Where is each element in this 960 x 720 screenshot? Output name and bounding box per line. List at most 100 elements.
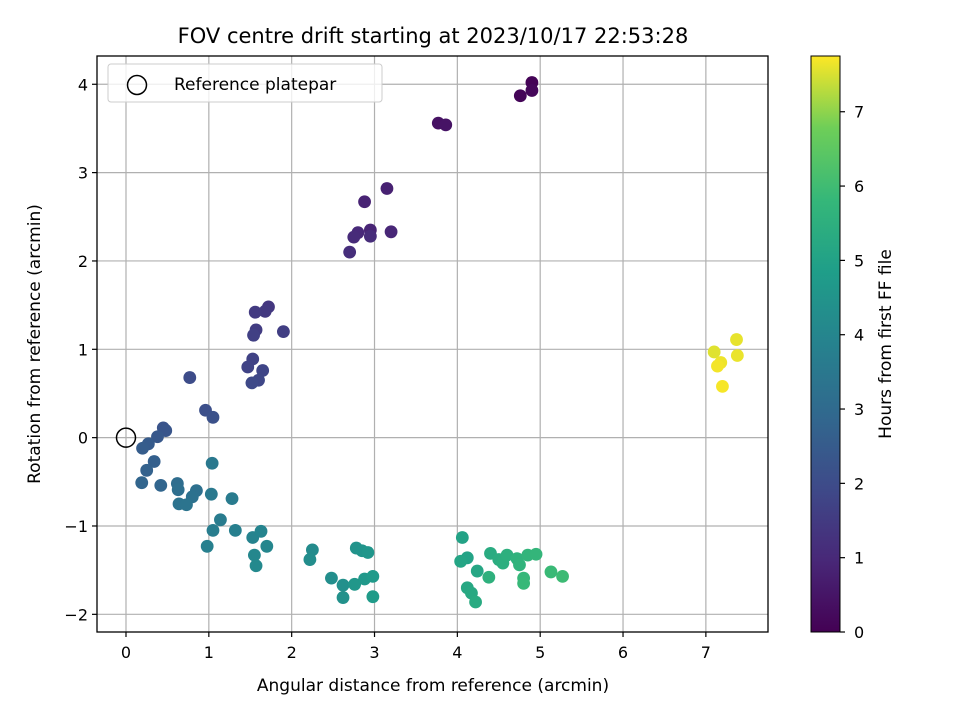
data-point [248,305,262,319]
data-point [716,380,729,393]
data-point [336,591,350,604]
data-point [384,225,398,239]
data-point [154,478,168,492]
data-point [711,359,724,373]
data-point [260,539,274,553]
data-point [361,546,375,559]
data-point [249,559,263,573]
y-tick-label: 2 [78,252,88,271]
data-point [247,548,261,562]
data-point [556,569,569,583]
data-point [147,455,161,468]
data-point [247,328,260,342]
data-point [500,548,514,562]
plot-points [135,76,744,609]
data-point [140,463,154,477]
x-tick-label: 6 [618,643,628,662]
data-point [343,245,357,259]
data-point [470,564,484,578]
colorbar-tick-label: 4 [854,326,864,345]
colorbar-tick-label: 5 [854,251,864,270]
data-point [256,364,270,377]
y-tick-label: −2 [64,605,88,624]
data-point [707,345,721,359]
colorbar-gradient [810,55,841,633]
data-point [254,524,268,538]
colorbar-tick-label: 3 [854,400,864,419]
data-point [245,376,259,390]
colorbar-tick-label: 1 [854,549,864,568]
data-point [454,554,468,568]
data-point [730,333,743,346]
data-point [204,487,218,501]
data-point [544,565,558,579]
data-point [206,524,220,537]
data-point [241,360,255,374]
colorbar-tick-label: 0 [854,623,864,642]
data-point [336,578,350,592]
y-tick-label: 3 [78,164,88,183]
data-point [183,371,197,384]
data-point [180,498,193,512]
data-point [348,577,362,591]
data-point [347,230,361,244]
data-point [200,539,214,553]
data-point [258,304,272,318]
y-tick-label: 1 [78,340,88,359]
data-point [225,492,239,506]
plot-frame [96,55,769,633]
data-point [513,89,527,103]
data-point [439,118,453,132]
legend-entry-reference-platepar: Reference platepar [174,75,336,95]
colorbar: 0 1 2 3 4 5 6 7 Hours from first FF file [810,55,896,642]
grid-lines [97,56,768,632]
data-point [206,410,220,424]
colorbar-tick-label: 2 [854,474,864,493]
data-point [135,476,149,490]
data-point [380,182,394,195]
data-point [517,577,531,590]
data-point [305,543,319,557]
data-point [366,569,380,583]
y-tick-label: 4 [78,75,88,94]
colorbar-label: Hours from first FF file [876,249,896,439]
y-tick-label: −1 [64,517,88,536]
data-point [366,590,380,604]
data-point [228,524,242,537]
reference-platepar-marker [115,427,137,448]
data-point [525,84,539,97]
data-point [276,325,290,339]
data-point [303,553,317,566]
x-tick-label: 7 [701,643,711,662]
data-point [513,558,526,572]
legend: Reference platepar [107,63,383,103]
legend-box [107,63,383,103]
data-point [171,483,185,497]
data-point [325,571,338,585]
x-tick-label: 5 [535,643,545,662]
x-tick-label: 3 [369,643,379,662]
y-axis-label: Rotation from reference (arcmin) [25,204,45,484]
data-point [214,513,227,527]
x-axis-ticks: 0 1 2 3 4 5 6 7 [121,632,711,662]
colorbar-tick-label: 6 [854,177,864,196]
data-point [151,430,164,444]
data-point [205,456,219,470]
data-point [730,349,744,362]
data-point [455,531,469,544]
legend-marker-icon [126,74,148,96]
data-point [363,229,377,243]
data-point [529,547,543,561]
y-tick-label: 0 [78,429,88,448]
chart-title: FOV centre drift starting at 2023/10/17 … [178,24,689,48]
data-point [136,441,149,455]
x-tick-label: 1 [204,643,214,662]
data-point [469,595,482,609]
colorbar-tick-label: 7 [854,103,864,122]
data-point [482,570,496,584]
x-axis-label: Angular distance from reference (arcmin) [257,676,609,696]
x-tick-label: 2 [287,643,297,662]
data-point [358,195,371,209]
x-tick-label: 0 [121,643,131,662]
